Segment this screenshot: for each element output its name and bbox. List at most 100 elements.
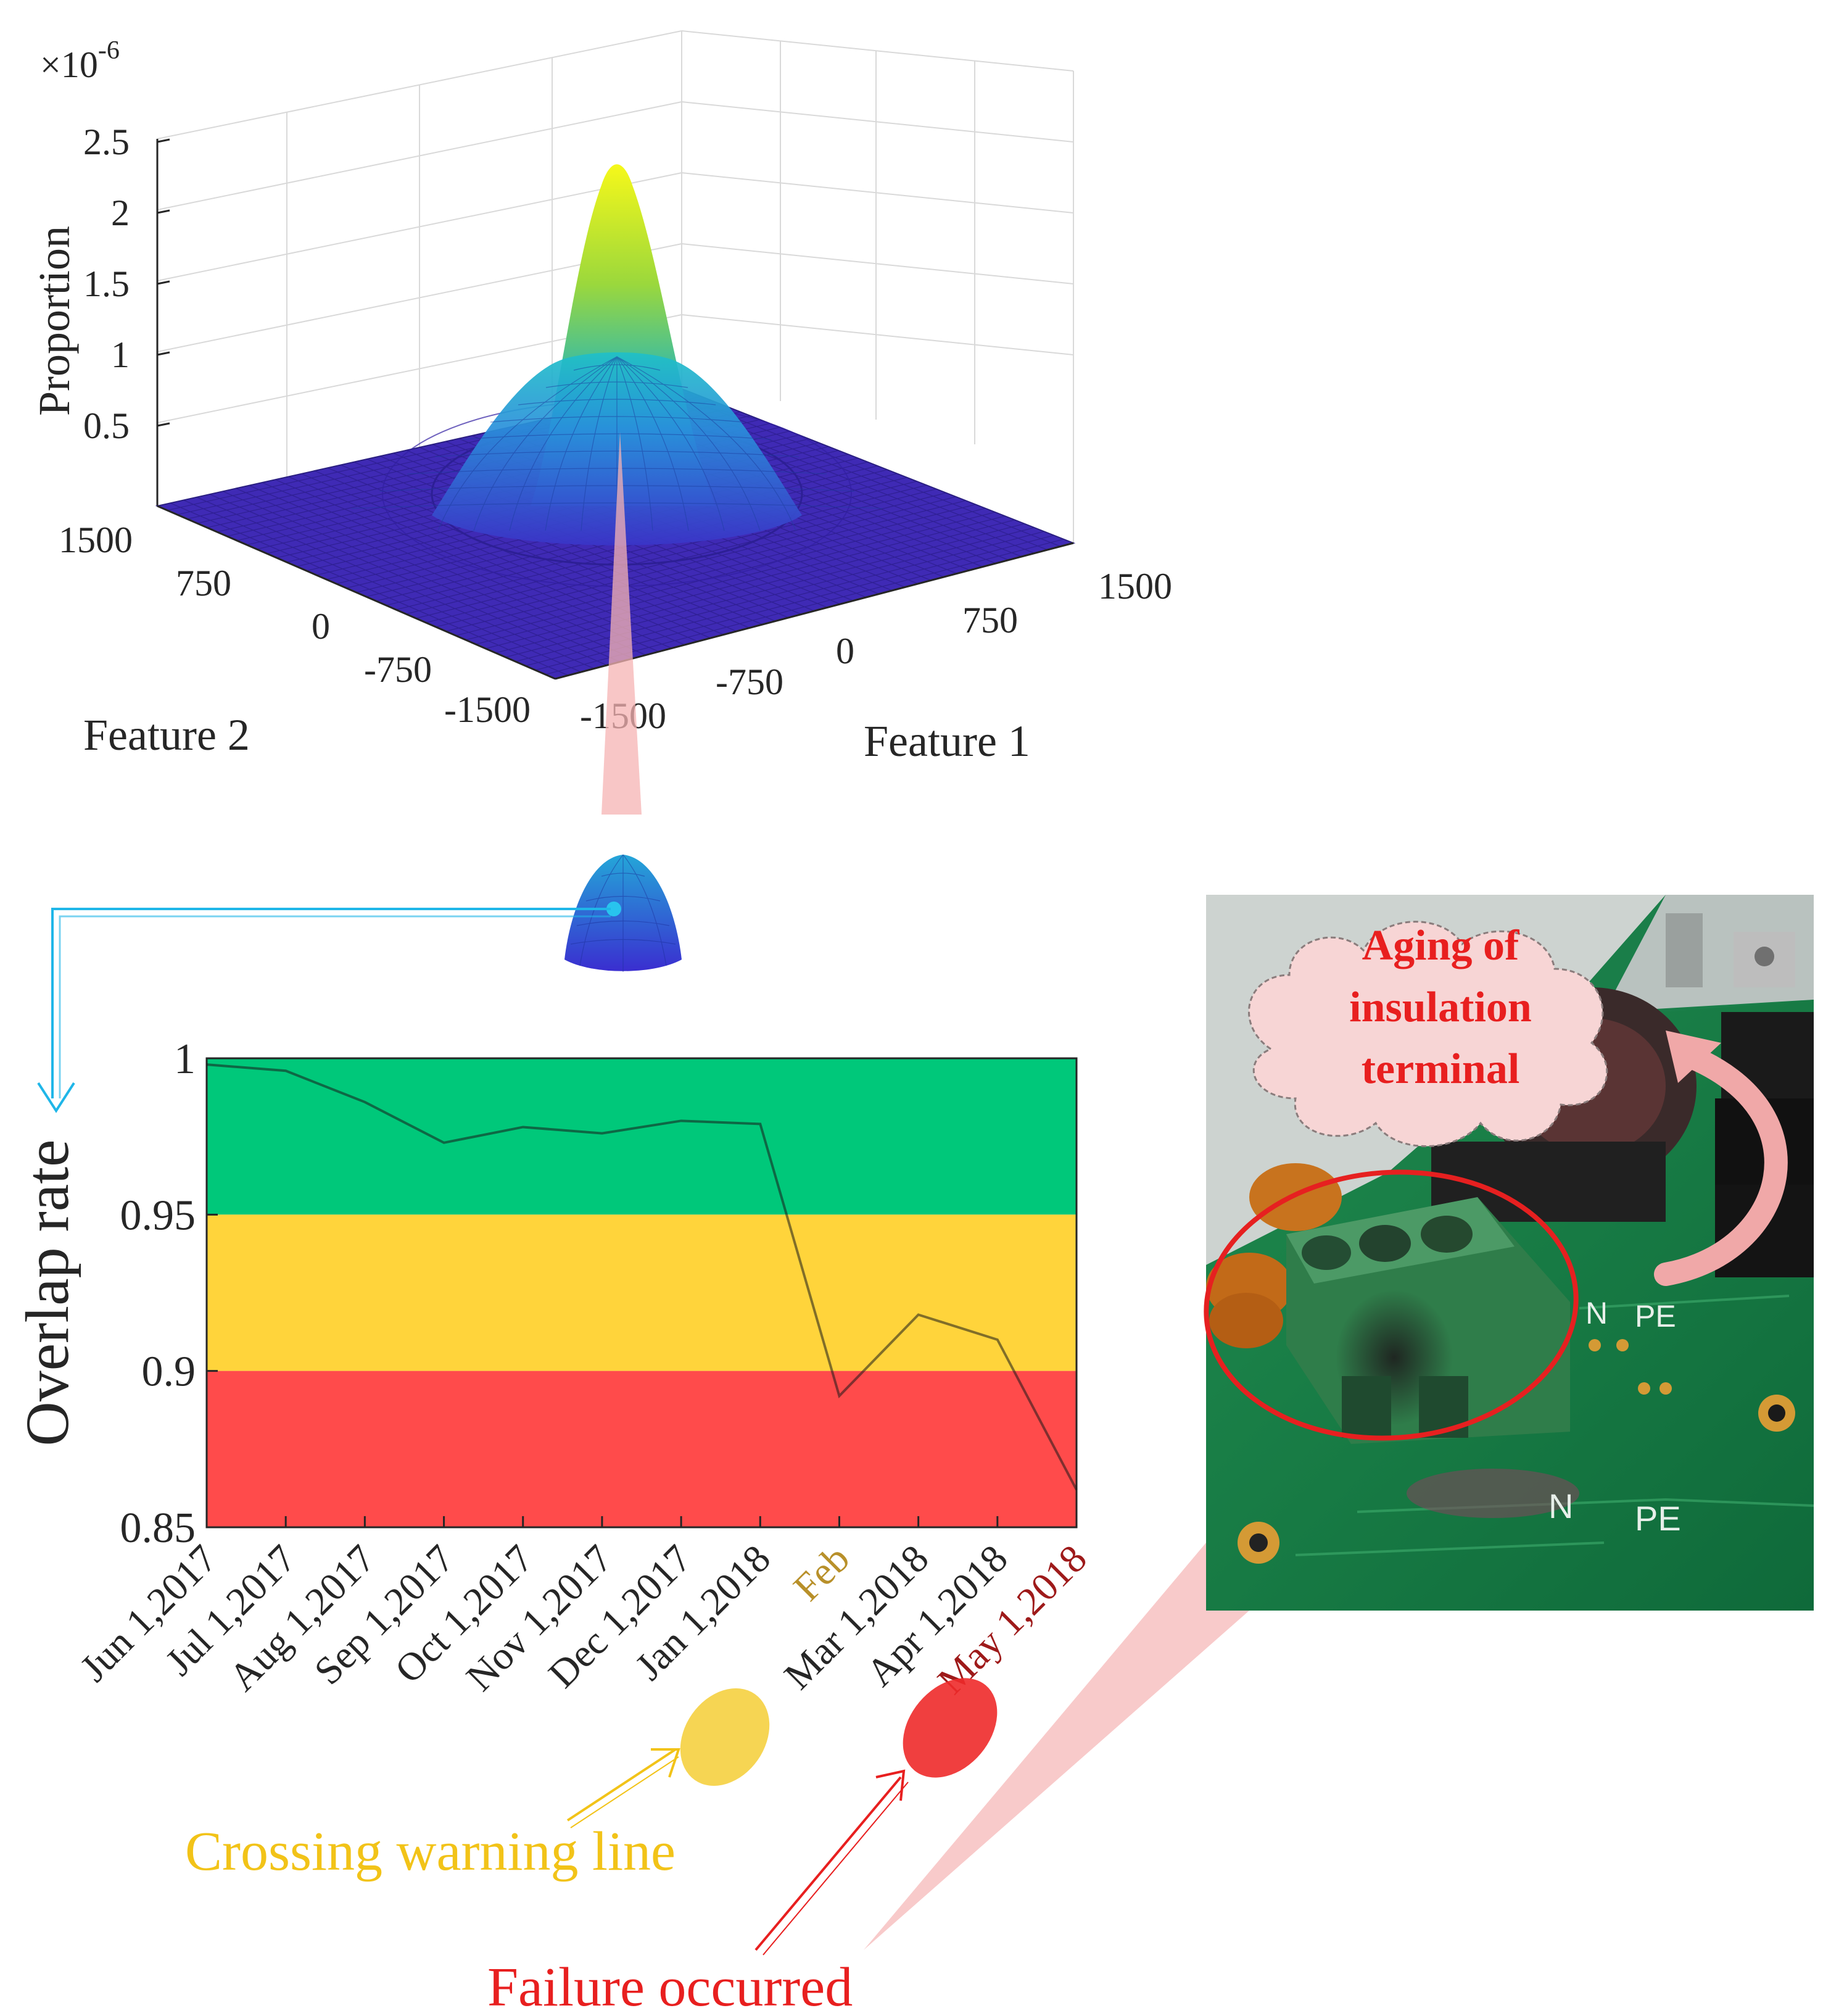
aging-cloud: Aging of insulation terminal <box>1247 921 1608 1147</box>
mesh-line <box>505 523 1025 658</box>
dome-mesh-meridian <box>616 356 725 531</box>
feature1-tick-label: 1500 <box>1098 566 1172 607</box>
threshold-band <box>207 1058 1077 1215</box>
cloud-shape <box>1247 921 1608 1147</box>
z-tick-label: 2 <box>111 193 130 233</box>
connector-arrowhead <box>37 1082 75 1113</box>
feature1-tick-label: 0 <box>836 631 854 671</box>
mini-dome <box>564 854 682 972</box>
failure-annotation: Failure occurred <box>487 1957 853 2016</box>
terminal-slot <box>1342 1376 1391 1438</box>
y-axis-label: Overlap rate <box>13 1140 81 1446</box>
feature1-tick-label: -750 <box>716 662 783 702</box>
aging-label-line: terminal <box>1362 1045 1520 1093</box>
feature2-tick-labels: 1500 750 0 -750 -1500 <box>59 520 531 730</box>
pcb-silkscreen: N PE N PE <box>1548 1296 1681 1538</box>
connector-line <box>51 908 611 1098</box>
aging-label: Aging of insulation terminal <box>1349 922 1532 1093</box>
feature2-tick-label: 1500 <box>59 520 133 560</box>
curved-arrow-head <box>1666 1031 1721 1083</box>
failure-arrow <box>754 1769 909 1956</box>
feature2-tick-label: 750 <box>176 563 231 604</box>
burn-smear <box>1407 1469 1579 1518</box>
mesh-line <box>485 515 1006 649</box>
mini-dome-marker <box>606 902 621 916</box>
feb-highlight <box>680 1688 770 1786</box>
y-tick-label: 0.85 <box>120 1504 196 1552</box>
z-tick-label: 1 <box>111 334 130 375</box>
zoom-callout-beam <box>601 432 642 815</box>
x-axis-ticks <box>205 1516 1078 1527</box>
overlap-rate-chart: 0.85 0.9 0.95 1 Overlap rate Jun 1,2017Jul … <box>13 1035 1095 1703</box>
pad-hole <box>1249 1533 1268 1552</box>
may-highlight <box>903 1678 998 1778</box>
mesh-line <box>515 527 1035 662</box>
z-scale-label: ×10-6 <box>40 36 120 85</box>
aging-label-line: Aging of <box>1362 922 1519 969</box>
z-axis-label: Proportion <box>30 226 79 416</box>
dome-mesh-meridian <box>473 356 618 531</box>
feature2-axis <box>157 505 556 680</box>
y-axis-ticks: 0.85 0.9 0.95 1 <box>120 1035 218 1552</box>
mesh-line <box>426 492 946 623</box>
capacitor <box>1209 1293 1283 1348</box>
warning-annotation: Crossing warning line <box>185 1821 676 1882</box>
mesh-line <box>416 488 936 619</box>
dome-mesh-meridian <box>616 356 689 531</box>
feature1-tick-label: 750 <box>962 600 1018 641</box>
z-scale-base: ×10 <box>40 44 98 85</box>
feature2-tick-label: -1500 <box>444 689 531 730</box>
mesh-line <box>445 500 966 632</box>
aging-label-line: insulation <box>1349 984 1532 1031</box>
terminal-holes <box>1302 1216 1473 1270</box>
y-tick-label: 0.95 <box>120 1192 196 1239</box>
pcb-photo: N PE N PE Aging of insulation terminal <box>1204 895 1814 1611</box>
pad-hole <box>1768 1404 1785 1422</box>
screw <box>1755 947 1774 966</box>
mesh-line <box>395 481 917 610</box>
y-tick-label: 1 <box>174 1035 196 1083</box>
dome-mesh-meridian <box>437 356 618 531</box>
dome-mesh <box>351 356 883 531</box>
feature1-axis-label: Feature 1 <box>864 716 1030 766</box>
plot-frame <box>205 1057 1078 1529</box>
dome-mesh-meridian <box>509 356 618 531</box>
dome-mesh-meridian <box>616 356 653 531</box>
z-tick-label: 0.5 <box>83 405 130 446</box>
dome-mesh-meridian <box>581 356 618 531</box>
z-ticks <box>157 138 170 427</box>
silkscreen-label: PE <box>1635 1299 1676 1334</box>
feature2-axis-label: Feature 2 <box>83 710 250 760</box>
warning-arrow <box>566 1748 680 1828</box>
connector-line-shadow <box>59 915 611 1098</box>
mesh-line <box>475 512 996 645</box>
silkscreen-label: PE <box>1635 1499 1681 1538</box>
mesh-line <box>455 504 976 636</box>
mini-dome-mesh <box>570 854 676 972</box>
curved-callout-arrow <box>1654 1043 1788 1286</box>
threshold-bands <box>207 1058 1077 1527</box>
z-tick-label: 1.5 <box>83 263 130 304</box>
surface-plot: 0.5 1 1.5 2 2.5 ×10-6 Proportion 1500 75… <box>30 30 1172 766</box>
z-scale-exponent: -6 <box>98 36 120 65</box>
z-tick-label: 2.5 <box>83 122 130 162</box>
mesh-line <box>465 508 986 641</box>
y-tick-label: 0.9 <box>142 1348 196 1396</box>
dome-mesh-meridian <box>616 356 796 531</box>
feature2-tick-label: 0 <box>312 606 330 647</box>
fault-highlight-ring <box>1204 1169 1579 1441</box>
feature2-tick-label: -750 <box>364 649 432 690</box>
dome-mesh-meridian <box>545 356 618 531</box>
mesh-line <box>495 519 1015 653</box>
mesh-line <box>436 496 956 628</box>
dome-mesh-meridian <box>616 356 761 531</box>
threshold-band <box>207 1214 1077 1371</box>
threshold-band <box>207 1371 1077 1527</box>
z-tick-labels: 0.5 1 1.5 2 2.5 <box>83 122 130 446</box>
silkscreen-label: N <box>1585 1296 1608 1330</box>
feature1-axis <box>555 542 1074 680</box>
metal-bracket <box>1666 913 1703 987</box>
